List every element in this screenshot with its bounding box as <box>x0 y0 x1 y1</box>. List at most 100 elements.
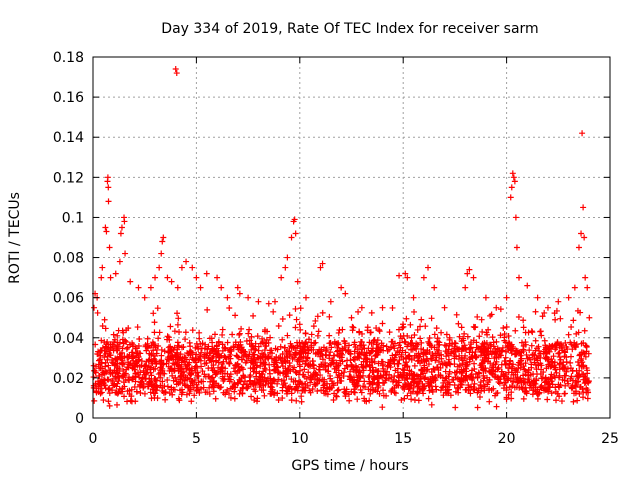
data-point <box>177 351 184 358</box>
data-point <box>472 354 479 361</box>
data-point <box>284 388 291 395</box>
data-point <box>460 345 467 352</box>
data-point-peak <box>511 178 518 185</box>
data-point <box>360 364 367 371</box>
data-point <box>496 380 503 387</box>
data-point <box>406 353 413 360</box>
data-point <box>514 379 521 386</box>
data-point <box>215 364 222 371</box>
data-point <box>476 393 483 400</box>
data-point <box>581 327 588 334</box>
data-point <box>420 351 427 358</box>
data-point <box>148 372 155 379</box>
data-point <box>552 374 559 381</box>
data-point <box>199 368 206 375</box>
data-point <box>279 336 286 343</box>
y-tick-label: 0.02 <box>53 371 84 387</box>
data-point <box>346 342 353 349</box>
data-point <box>480 358 487 365</box>
data-point <box>541 337 548 344</box>
data-point <box>477 379 484 386</box>
data-point-peak <box>294 278 301 285</box>
data-point <box>417 335 424 342</box>
data-point <box>254 362 261 369</box>
data-point <box>580 371 587 378</box>
data-point <box>485 379 492 386</box>
data-point-peak <box>278 274 285 281</box>
data-point <box>413 352 420 359</box>
data-point <box>499 347 506 354</box>
data-point <box>112 373 119 380</box>
data-point-peak <box>105 184 112 191</box>
data-point <box>367 390 374 397</box>
data-point <box>154 305 161 312</box>
data-point-peak <box>508 184 515 191</box>
data-point <box>102 363 109 370</box>
data-point <box>334 351 341 358</box>
data-point <box>239 390 246 397</box>
data-point <box>575 373 582 380</box>
data-point <box>466 344 473 351</box>
y-axis-label: ROTI / TECUs <box>7 192 23 284</box>
data-point <box>426 334 433 341</box>
data-point <box>284 332 291 339</box>
data-point-peak <box>160 234 167 241</box>
data-point <box>186 349 193 356</box>
data-point <box>137 350 144 357</box>
data-point <box>395 342 402 349</box>
data-point <box>535 361 542 368</box>
data-point <box>192 363 199 370</box>
data-point <box>275 376 282 383</box>
data-point <box>257 363 264 370</box>
data-point <box>333 392 340 399</box>
data-point <box>252 340 259 347</box>
data-point <box>356 368 363 375</box>
data-point <box>577 383 584 390</box>
data-point <box>544 396 551 403</box>
data-point <box>460 357 467 364</box>
data-point <box>520 363 527 370</box>
data-point-peak <box>135 284 142 291</box>
data-point <box>211 331 218 338</box>
data-point <box>230 383 237 390</box>
data-point <box>380 392 387 399</box>
data-point <box>106 390 113 397</box>
data-point <box>128 349 135 356</box>
data-point <box>90 362 97 369</box>
data-point <box>101 354 108 361</box>
data-point <box>188 365 195 372</box>
data-point <box>198 378 205 385</box>
data-point <box>574 371 581 378</box>
data-point <box>292 350 299 357</box>
data-point <box>339 326 346 333</box>
data-point <box>582 353 589 360</box>
data-point <box>549 381 556 388</box>
data-point <box>358 361 365 368</box>
data-point <box>305 336 312 343</box>
data-point-peak <box>103 228 110 235</box>
data-point <box>441 342 448 349</box>
data-point <box>354 396 361 403</box>
data-point <box>254 395 261 402</box>
data-point <box>375 368 382 375</box>
data-point <box>548 356 555 363</box>
data-point <box>458 354 465 361</box>
data-point <box>173 361 180 368</box>
data-point <box>466 356 473 363</box>
data-point <box>171 328 178 335</box>
data-point-peak <box>431 284 438 291</box>
data-point <box>461 330 468 337</box>
data-point <box>430 365 437 372</box>
data-point <box>171 368 178 375</box>
data-point <box>207 349 214 356</box>
data-point <box>151 375 158 382</box>
data-point <box>385 362 392 369</box>
data-point <box>395 326 402 333</box>
data-point <box>293 339 300 346</box>
x-axis-label: GPS time / hours <box>291 458 408 474</box>
data-point-peak <box>245 294 252 301</box>
data-point <box>246 373 253 380</box>
data-point <box>401 377 408 384</box>
data-point-peak <box>404 274 411 281</box>
data-point <box>174 339 181 346</box>
